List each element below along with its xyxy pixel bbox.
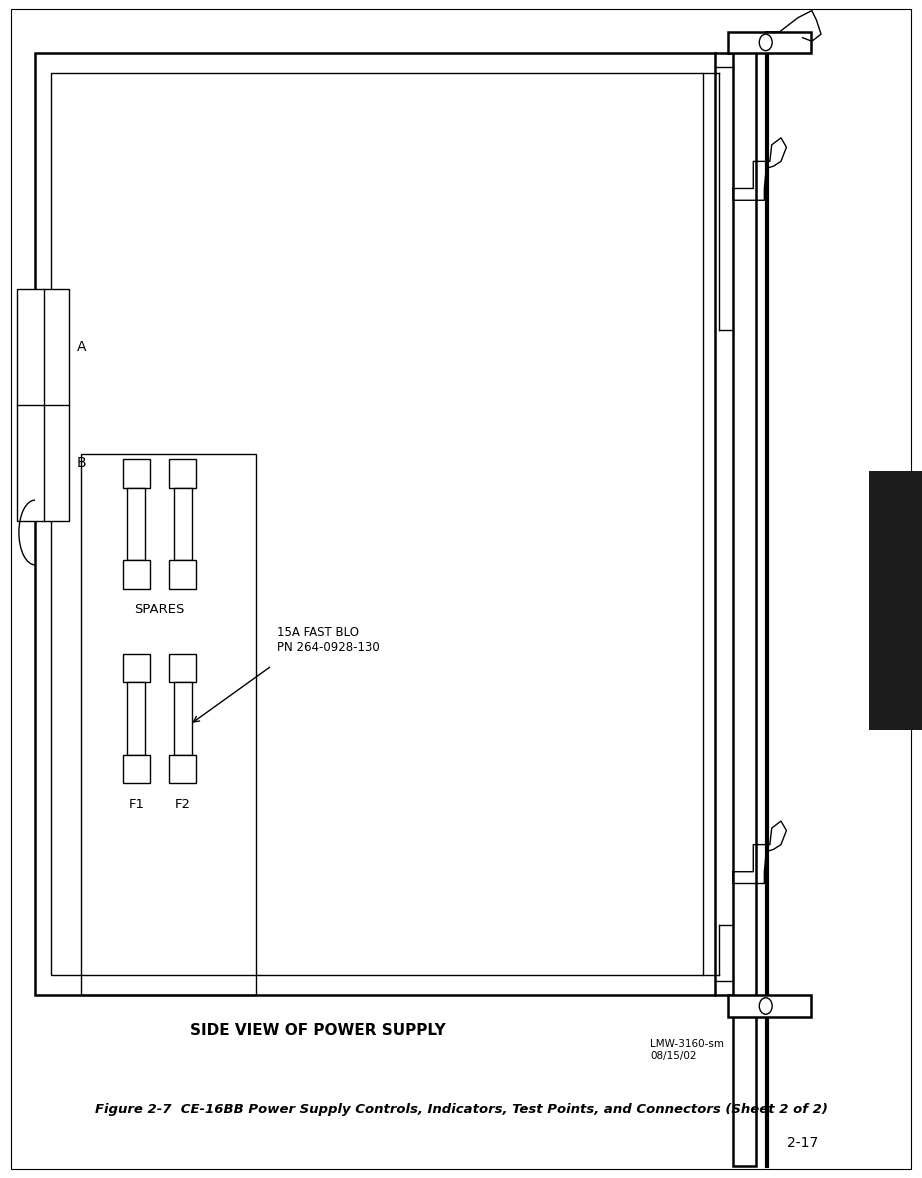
Text: LMW-3160-sm
08/15/02: LMW-3160-sm 08/15/02	[650, 1039, 724, 1060]
Text: SIDE VIEW OF POWER SUPPLY: SIDE VIEW OF POWER SUPPLY	[190, 1024, 446, 1038]
Bar	[127, 682, 146, 755]
Bar	[869, 471, 922, 730]
Bar	[127, 488, 146, 561]
Bar	[169, 459, 196, 488]
Bar	[173, 488, 192, 561]
Bar	[169, 654, 196, 682]
Bar	[17, 289, 69, 521]
Text: B: B	[77, 456, 86, 470]
Text: 2-17: 2-17	[786, 1136, 818, 1150]
Text: F1: F1	[128, 798, 145, 810]
Bar	[123, 755, 150, 783]
Text: A: A	[77, 339, 86, 353]
Bar	[123, 654, 150, 682]
Text: SPARES: SPARES	[135, 603, 184, 616]
Bar	[173, 682, 192, 755]
Text: Figure 2-7  CE-16BB Power Supply Controls, Indicators, Test Points, and Connecto: Figure 2-7 CE-16BB Power Supply Controls…	[95, 1103, 827, 1117]
Bar	[81, 454, 256, 995]
Text: 15A FAST BLO
PN 264-0928-130: 15A FAST BLO PN 264-0928-130	[277, 626, 379, 654]
Bar	[51, 73, 703, 975]
Bar	[728, 32, 811, 53]
Bar	[123, 561, 150, 589]
Bar	[733, 41, 756, 1166]
Bar	[35, 53, 715, 995]
Bar	[169, 561, 196, 589]
Bar	[728, 995, 811, 1017]
Bar	[169, 755, 196, 783]
Text: F2: F2	[174, 798, 191, 810]
Bar	[123, 459, 150, 488]
